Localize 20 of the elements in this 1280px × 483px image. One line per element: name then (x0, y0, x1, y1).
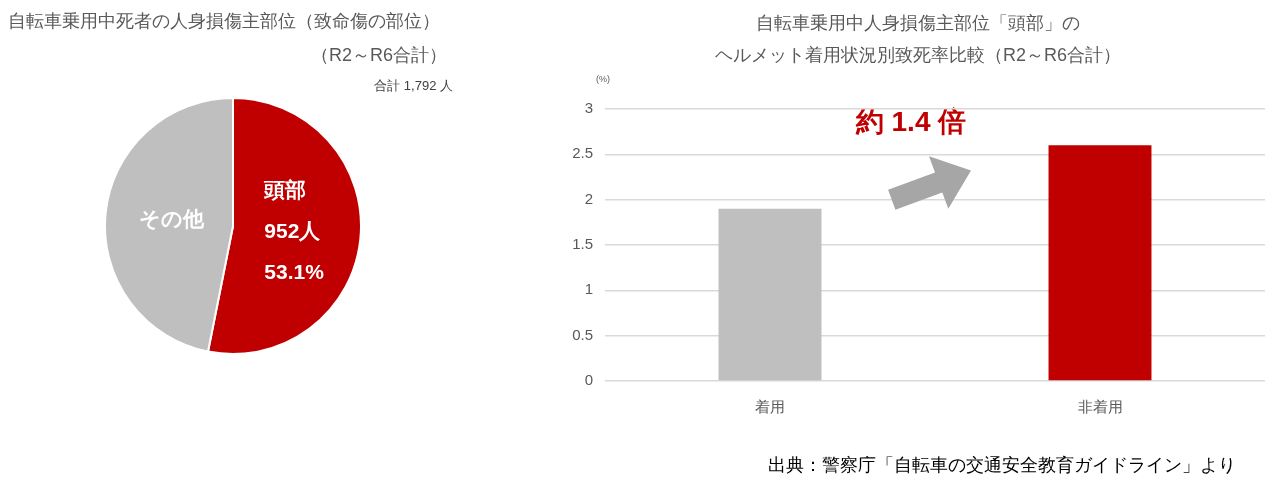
text: 合計 1,792 人 (373, 78, 453, 95)
y-tick-label: 2.5 (572, 144, 593, 162)
y-tick-label: 2 (584, 189, 593, 207)
slice-label: その他 (139, 206, 206, 230)
source-note: 出典：警察庁「自転車の交通安全教育ガイドライン」より (768, 454, 1236, 477)
chart-title: 自転車乗用中人身損傷主部位「頭部」の (755, 12, 1081, 35)
chart-subtitle: （R2～R6合計） (309, 44, 447, 67)
slice-label: 頭部 (263, 177, 307, 202)
y-tick-label: 1.5 (572, 235, 593, 253)
x-tick-label: 非着用 (1077, 398, 1123, 416)
y-tick-label: 3 (584, 99, 593, 117)
y-tick-label: 0.5 (572, 325, 593, 343)
x-tick-label: 着用 (755, 398, 785, 416)
y-tick-label: 0 (584, 371, 593, 389)
y-axis-title: (%) (596, 74, 610, 86)
chart-title: 自転車乗用中死者の人身損傷主部位（致命傷の部位） (8, 10, 440, 33)
annotation: 約 1.4 倍 (854, 105, 968, 139)
y-tick-label: 1 (584, 280, 593, 298)
data-label: 952人 53.1% (264, 218, 325, 283)
chart-subtitle: ヘルメット着用状況別致死率比較（R2～R6合計） (714, 44, 1122, 67)
